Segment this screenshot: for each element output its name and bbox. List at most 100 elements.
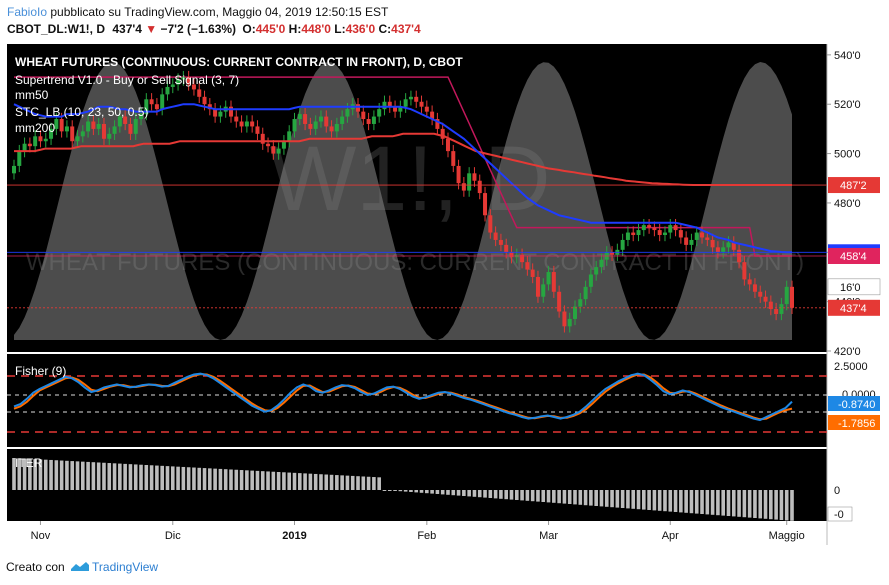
close-value: 437'4: [391, 22, 421, 36]
iter-bar: [319, 474, 323, 490]
iter-bar: [398, 490, 403, 492]
iter-bar: [255, 470, 260, 490]
iter-bar: [192, 467, 196, 490]
high-label: H:: [288, 22, 302, 36]
author-link[interactable]: FabioIo: [7, 5, 48, 19]
candle-body: [779, 304, 784, 314]
iter-bar: [17, 458, 22, 490]
iter-bar: [483, 490, 487, 498]
candle-body: [535, 276, 540, 297]
candle-body: [668, 225, 673, 233]
iter-bar: [292, 472, 297, 490]
open-label: O:: [242, 22, 256, 36]
iter-bar: [75, 461, 80, 490]
iter-bar: [260, 471, 265, 490]
legend-mm50[interactable]: mm50: [15, 88, 49, 102]
candle-body: [356, 104, 361, 112]
time-axis[interactable]: Nov Dic 2019 Feb Mar Apr Maggio: [31, 521, 805, 542]
low-label: L:: [334, 22, 346, 36]
candle-body: [70, 126, 75, 142]
iter-bar: [763, 490, 768, 519]
candle-body: [191, 84, 196, 90]
candle-body: [557, 291, 562, 312]
candle-body: [96, 123, 101, 129]
iter-bar: [536, 490, 540, 502]
candle-body: [340, 116, 345, 124]
mm200-line: [14, 132, 792, 186]
candle-body: [424, 106, 429, 112]
iter-tick-badge: -0: [834, 509, 844, 521]
candle-body: [318, 116, 323, 122]
low-value: 436'0: [345, 22, 376, 36]
candle-body: [472, 173, 477, 181]
iter-bar: [96, 462, 101, 490]
fisher-lines: [13, 372, 793, 422]
open-value: 445'0: [255, 22, 286, 36]
iter-bar: [477, 490, 482, 498]
iter-bar: [181, 466, 186, 490]
candle-body: [419, 101, 424, 107]
candle-body: [504, 244, 509, 253]
tradingview-link[interactable]: TradingView: [92, 560, 159, 574]
iter-bar: [382, 490, 387, 491]
iter-label[interactable]: ITER: [15, 456, 43, 470]
iter-bar: [652, 490, 657, 511]
fisher-pane[interactable]: [7, 354, 827, 447]
iter-bar: [49, 459, 53, 490]
iter-bar: [663, 490, 667, 512]
iter-bar: [28, 458, 32, 490]
candle-body: [435, 119, 440, 129]
iter-bar: [22, 458, 27, 490]
iter-bar: [160, 465, 164, 490]
iter-bar: [626, 490, 630, 509]
iter-bar: [308, 473, 313, 490]
legend-stc[interactable]: STC_LB (10, 23, 50, 0.5): [15, 105, 148, 119]
candle-body: [276, 148, 281, 154]
iter-bar: [229, 469, 233, 490]
iter-bar: [239, 470, 244, 490]
time-tick-label: Apr: [662, 530, 679, 542]
candle-body: [154, 104, 159, 110]
candle-body: [170, 84, 175, 87]
candle-body: [662, 232, 667, 236]
price-badge: [828, 177, 880, 194]
chart-title: WHEAT FUTURES (CONTINUOUS: CURRENT CONTR…: [15, 55, 463, 69]
iter-bar: [774, 490, 778, 520]
candle-body: [377, 109, 382, 117]
candle-body: [546, 272, 551, 285]
candle-body: [165, 86, 170, 95]
candle-body: [75, 136, 80, 142]
fisher-label[interactable]: Fisher (9): [15, 364, 66, 378]
candle-body: [747, 279, 752, 285]
candle-body: [228, 106, 233, 117]
iter-bar: [747, 490, 752, 518]
iter-bar: [673, 490, 678, 512]
iter-bar: [38, 459, 43, 490]
candle-body: [313, 121, 318, 129]
candle-body: [266, 143, 271, 147]
high-value: 448'0: [301, 22, 331, 36]
publish-line: FabioIo pubblicato su TradingView.com, M…: [7, 5, 388, 19]
iter-bar: [647, 490, 651, 510]
iter-bar: [578, 490, 583, 505]
price-tick-label: 500'0: [834, 149, 861, 161]
moving-averages: [13, 103, 792, 254]
candle-body: [218, 111, 223, 117]
candle-body: [763, 296, 768, 302]
candle-body: [144, 99, 149, 115]
iter-bar: [668, 490, 673, 512]
legend-supertrend[interactable]: Supertrend V1.0 - Buy or Sell Signal (3,…: [15, 73, 239, 87]
candle-body: [784, 286, 789, 305]
candle-body: [790, 286, 794, 308]
legend-mm200[interactable]: mm200: [15, 121, 55, 135]
candle-body: [715, 247, 720, 253]
iter-bar: [223, 469, 228, 490]
iter-bar: [636, 490, 641, 510]
iter-bar: [59, 460, 64, 490]
iter-bar: [250, 470, 254, 490]
iter-bar: [716, 490, 720, 516]
candle-body: [467, 173, 472, 191]
iter-bar: [456, 490, 461, 496]
candle-body: [636, 230, 641, 236]
